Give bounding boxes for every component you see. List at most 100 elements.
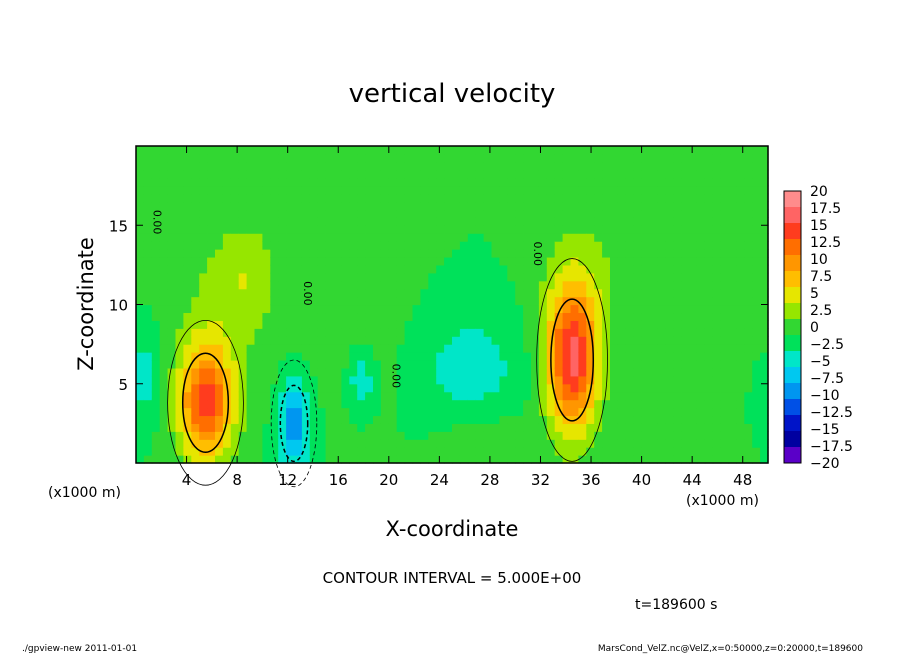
heatmap-cell	[507, 344, 516, 353]
heatmap-cell	[309, 367, 319, 377]
heatmap-cell	[483, 439, 493, 448]
heatmap-cell	[760, 177, 769, 187]
heatmap-cell	[183, 328, 192, 337]
heatmap-cell	[610, 328, 619, 337]
heatmap-cell	[602, 455, 611, 464]
heatmap-cell	[246, 423, 256, 432]
heatmap-cell	[475, 352, 485, 361]
heatmap-cell	[696, 312, 706, 321]
heatmap-cell	[696, 352, 706, 361]
heatmap-cell	[491, 359, 500, 369]
heatmap-cell	[736, 256, 745, 266]
heatmap-cell	[467, 146, 477, 155]
heatmap-cell	[436, 439, 445, 448]
heatmap-cell	[570, 161, 579, 171]
heatmap-cell	[230, 288, 240, 298]
heatmap-cell	[704, 280, 714, 290]
heatmap-cell	[309, 225, 319, 234]
heatmap-cell	[238, 153, 248, 163]
heatmap-cell	[215, 193, 224, 203]
heatmap-cell	[602, 431, 611, 440]
heatmap-cell	[325, 185, 335, 195]
heatmap-cell	[586, 217, 595, 226]
heatmap-cell	[404, 233, 414, 242]
heatmap-cell	[475, 161, 485, 171]
heatmap-cell	[238, 288, 248, 298]
heatmap-cell	[222, 399, 232, 409]
heatmap-cell	[578, 391, 587, 401]
heatmap-cell	[459, 280, 469, 290]
heatmap-cell	[270, 272, 279, 282]
heatmap-cell	[531, 431, 540, 440]
heatmap-cell	[610, 161, 619, 171]
heatmap-cell	[752, 455, 761, 464]
heatmap-cell	[546, 431, 556, 440]
heatmap-cell	[515, 153, 524, 163]
heatmap-cell	[452, 288, 461, 298]
heatmap-cell	[546, 241, 556, 250]
heatmap-cell	[143, 383, 153, 393]
heatmap-cell	[570, 375, 579, 385]
heatmap-cell	[159, 201, 169, 211]
heatmap-cell	[238, 146, 248, 155]
heatmap-cell	[254, 153, 263, 163]
heatmap-cell	[554, 153, 564, 163]
heatmap-cell	[183, 146, 192, 155]
heatmap-cell	[325, 320, 335, 329]
heatmap-cell	[554, 407, 564, 417]
heatmap-cell	[736, 280, 745, 290]
heatmap-cell	[151, 193, 161, 203]
heatmap-cell	[546, 320, 556, 329]
heatmap-cell	[175, 288, 184, 298]
heatmap-cell	[254, 415, 263, 424]
heatmap-cell	[586, 320, 595, 329]
heatmap-cell	[689, 304, 698, 314]
heatmap-cell	[602, 225, 611, 234]
heatmap-cell	[491, 375, 500, 385]
heatmap-cell	[689, 272, 698, 282]
heatmap-cell	[341, 359, 350, 369]
heatmap-cell	[736, 439, 745, 448]
heatmap-cell	[554, 336, 564, 345]
heatmap-cell	[222, 146, 232, 155]
heatmap-cell	[278, 447, 287, 456]
contour-lines	[167, 258, 608, 488]
heatmap-cell	[159, 233, 169, 242]
heatmap-cell	[665, 280, 674, 290]
heatmap-cell	[420, 217, 429, 226]
heatmap-cell	[475, 439, 485, 448]
heatmap-cell	[301, 146, 311, 155]
heatmap-cell	[689, 296, 698, 306]
heatmap-cell	[309, 280, 319, 290]
heatmap-cell	[420, 201, 429, 211]
heatmap-cell	[515, 383, 524, 393]
colorbar-swatch	[784, 319, 801, 336]
heatmap-cell	[610, 233, 619, 242]
heatmap-cell	[459, 399, 469, 409]
heatmap-cell	[665, 272, 674, 282]
heatmap-cell	[712, 169, 722, 179]
heatmap-cell	[349, 383, 358, 393]
x-tick-label: 4	[182, 471, 192, 489]
heatmap-cell	[175, 344, 184, 353]
heatmap-cell	[633, 169, 643, 179]
heatmap-cell	[617, 217, 627, 226]
heatmap-cell	[325, 367, 335, 377]
heatmap-cell	[554, 249, 564, 258]
colorbar-swatch	[784, 239, 801, 256]
heatmap-cell	[365, 439, 374, 448]
heatmap-cell	[309, 169, 319, 179]
heatmap-cell	[167, 352, 177, 361]
heatmap-cell	[136, 336, 145, 345]
heatmap-cell	[262, 185, 271, 195]
heatmap-cell	[136, 447, 145, 456]
heatmap-cell	[404, 264, 414, 274]
heatmap-cell	[396, 359, 406, 369]
heatmap-cell	[712, 256, 722, 266]
heatmap-cell	[246, 304, 256, 314]
heatmap-cell	[341, 256, 350, 266]
heatmap-cell	[728, 249, 737, 258]
heatmap-cell	[270, 375, 279, 385]
heatmap-cell	[444, 304, 453, 314]
heatmap-cell	[357, 169, 366, 179]
